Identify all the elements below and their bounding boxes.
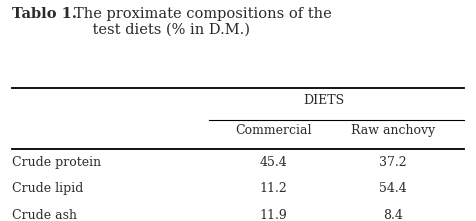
Text: Raw anchovy: Raw anchovy xyxy=(351,124,435,137)
Text: 37.2: 37.2 xyxy=(379,156,407,169)
Text: Commercial: Commercial xyxy=(236,124,312,137)
Text: 11.2: 11.2 xyxy=(260,182,288,195)
Text: Crude protein: Crude protein xyxy=(12,156,101,169)
Text: 11.9: 11.9 xyxy=(260,209,288,221)
Text: DIETS: DIETS xyxy=(303,94,344,107)
Text: Crude ash: Crude ash xyxy=(12,209,77,221)
Text: Tablo 1.: Tablo 1. xyxy=(12,7,77,21)
Text: Crude lipid: Crude lipid xyxy=(12,182,83,195)
Text: The proximate compositions of the
    test diets (% in D.M.): The proximate compositions of the test d… xyxy=(74,7,331,37)
Text: 8.4: 8.4 xyxy=(383,209,403,221)
Text: 54.4: 54.4 xyxy=(379,182,407,195)
Text: 45.4: 45.4 xyxy=(260,156,288,169)
